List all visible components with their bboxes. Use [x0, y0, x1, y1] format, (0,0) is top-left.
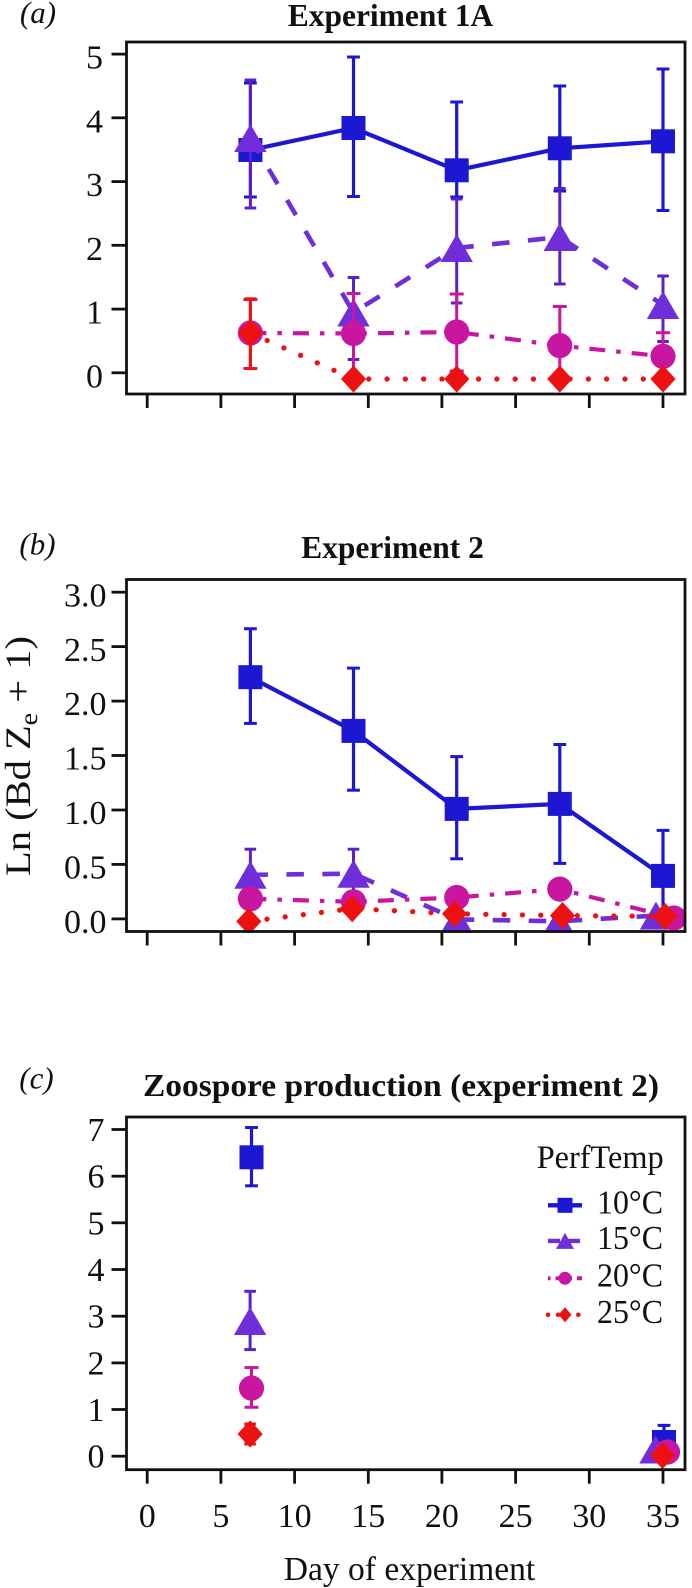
svg-text:0.0: 0.0: [64, 904, 107, 941]
svg-text:10°C: 10°C: [597, 1185, 663, 1222]
svg-text:5: 5: [86, 40, 103, 77]
svg-text:20: 20: [425, 1498, 459, 1535]
svg-text:2: 2: [88, 1345, 105, 1382]
svg-text:3: 3: [86, 167, 103, 204]
svg-text:3: 3: [88, 1299, 105, 1336]
svg-text:0: 0: [88, 1439, 105, 1476]
svg-text:15: 15: [351, 1498, 385, 1535]
svg-text:4: 4: [86, 103, 103, 140]
svg-text:2.5: 2.5: [64, 632, 107, 669]
svg-text:6: 6: [88, 1159, 105, 1196]
svg-text:5: 5: [212, 1498, 229, 1535]
svg-text:(a): (a): [20, 0, 56, 30]
svg-text:1: 1: [86, 295, 103, 332]
svg-text:Experiment 1A: Experiment 1A: [288, 0, 494, 33]
svg-text:PerfTemp: PerfTemp: [537, 1140, 664, 1176]
svg-text:35: 35: [646, 1498, 680, 1535]
svg-text:2.0: 2.0: [64, 686, 107, 723]
svg-text:15°C: 15°C: [597, 1220, 663, 1257]
svg-text:0: 0: [139, 1498, 156, 1535]
svg-text:7: 7: [88, 1112, 105, 1149]
svg-text:3.0: 3.0: [64, 577, 107, 614]
svg-text:25°C: 25°C: [597, 1294, 663, 1331]
svg-text:Ln (Bd Ze + 1): Ln (Bd Ze + 1): [0, 636, 43, 876]
svg-text:(c): (c): [19, 1061, 53, 1096]
svg-text:30: 30: [572, 1498, 606, 1535]
svg-text:4: 4: [88, 1252, 105, 1289]
svg-text:0.5: 0.5: [64, 850, 107, 887]
svg-text:2: 2: [86, 231, 103, 268]
svg-text:1.0: 1.0: [64, 795, 107, 832]
svg-text:25: 25: [499, 1498, 533, 1535]
svg-text:1.5: 1.5: [64, 741, 107, 778]
svg-text:Zoospore production (experimen: Zoospore production (experiment 2): [143, 1068, 659, 1103]
svg-text:Day of experiment: Day of experiment: [284, 1551, 536, 1588]
svg-text:10: 10: [278, 1498, 312, 1535]
svg-text:0: 0: [86, 358, 103, 395]
svg-text:(b): (b): [19, 527, 55, 562]
svg-text:1: 1: [88, 1392, 105, 1429]
svg-text:Experiment 2: Experiment 2: [301, 530, 484, 565]
svg-text:5: 5: [88, 1205, 105, 1242]
svg-text:20°C: 20°C: [597, 1258, 663, 1295]
